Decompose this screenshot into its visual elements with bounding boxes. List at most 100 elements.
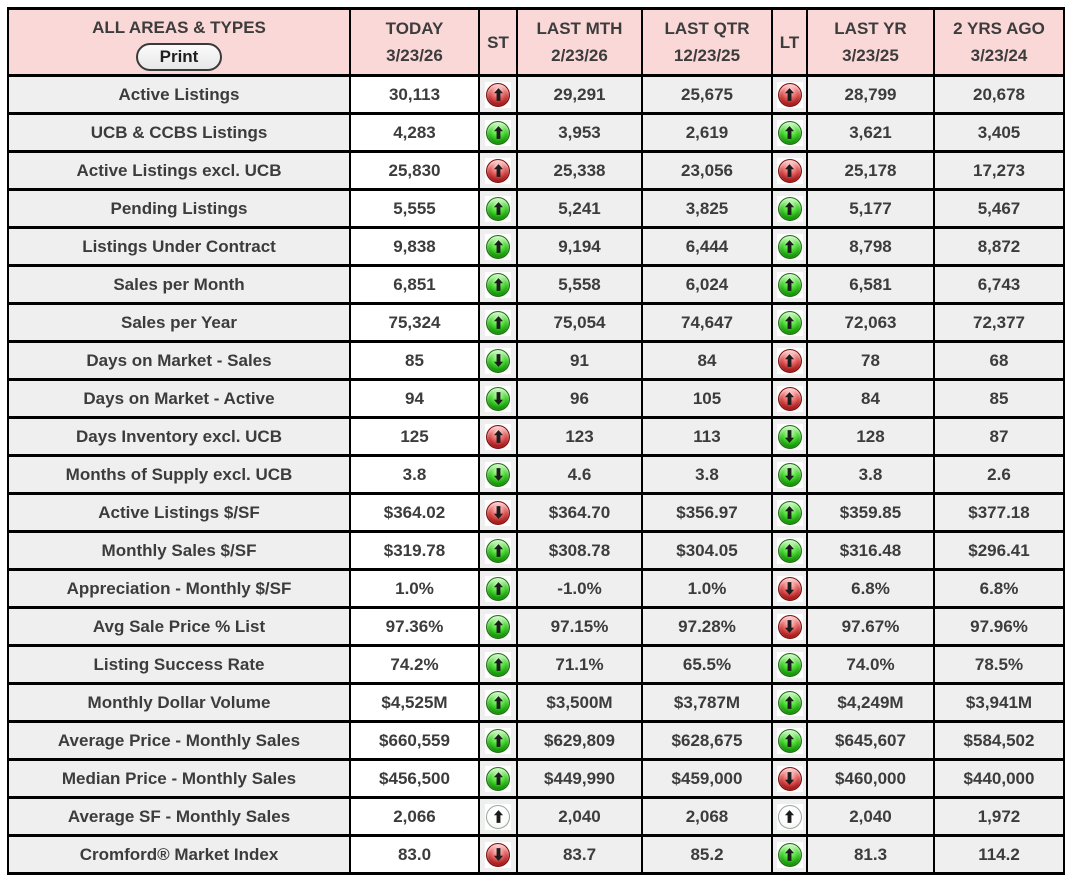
up-arrow-icon [486, 82, 510, 107]
metric-label: Listing Success Rate [93, 654, 265, 674]
arrow-icon-frame [776, 271, 803, 298]
last-qtr-value: 3.8 [695, 464, 719, 484]
table-row: UCB & CCBS Listings 4,283 3,953 2,619 3,… [7, 112, 1065, 153]
lt-indicator-cell [771, 112, 808, 153]
last-yr-value-cell: $4,249M [806, 682, 935, 723]
last-yr-value-cell: 81.3 [806, 834, 935, 875]
last-yr-value: 81.3 [853, 844, 888, 864]
up-arrow-icon [777, 196, 802, 221]
arrow-icon-frame [485, 613, 511, 640]
st-indicator-cell [478, 720, 518, 761]
2-yrs-ago-value: 2.6 [987, 464, 1011, 484]
today-value: $456,500 [379, 768, 450, 788]
arrow-icon-frame [485, 347, 511, 374]
last-qtr-value-cell: $3,787M [641, 682, 773, 723]
arrow-icon-frame [776, 651, 803, 678]
print-button[interactable]: Print [135, 42, 223, 71]
up-arrow-icon [777, 538, 802, 563]
last-mth-value-cell: 2,040 [516, 796, 643, 837]
last-qtr-value: 3,825 [685, 198, 729, 218]
last-qtr-value: 2,068 [685, 806, 729, 826]
arrow-icon-frame [776, 803, 803, 830]
market-summary-table: ALL AREAS & TYPES Print TODAY 3/23/26 ST… [7, 7, 1065, 875]
last-yr-value-cell: 6,581 [806, 264, 935, 305]
up-arrow-icon [486, 158, 510, 183]
lt-indicator-cell [771, 340, 808, 381]
st-indicator-cell [478, 682, 518, 723]
last-yr-value-cell: 97.67% [806, 606, 935, 647]
last-mth-value: 9,194 [558, 236, 601, 256]
arrow-icon-frame [485, 727, 511, 754]
last-yr-value-cell: 78 [806, 340, 935, 381]
lt-indicator-cell [771, 416, 808, 457]
lt-indicator-cell [771, 378, 808, 419]
last-mth-value: $3,500M [546, 692, 613, 712]
2-yrs-ago-value-cell: 6,743 [933, 264, 1065, 305]
arrow-icon-frame [776, 119, 803, 146]
2-yrs-ago-value: $3,941M [965, 692, 1033, 712]
last-mth-value: 123 [565, 426, 594, 446]
last-mth-value-cell: 75,054 [516, 302, 643, 343]
arrow-icon-frame [776, 81, 803, 108]
arrow-icon-frame [485, 803, 511, 830]
last-mth-value-cell: $629,809 [516, 720, 643, 761]
last-mth-value: 25,338 [553, 160, 606, 180]
last-qtr-value: 105 [692, 388, 722, 408]
table-body: Active Listings 30,113 29,291 25,675 28,… [7, 74, 1065, 875]
metric-label-cell: Sales per Month [7, 264, 351, 305]
arrow-icon-frame [485, 461, 511, 488]
lt-indicator-cell [771, 226, 808, 267]
2-yrs-ago-value: 68 [989, 350, 1009, 370]
last-qtr-value-cell: 85.2 [641, 834, 773, 875]
st-indicator-cell [478, 796, 518, 837]
lt-indicator-cell [771, 796, 808, 837]
metric-label: Active Listings $/SF [98, 502, 260, 522]
2-yrs-ago-value-cell: $377.18 [933, 492, 1065, 533]
arrow-icon-frame [485, 841, 511, 868]
lt-indicator-cell [771, 720, 808, 761]
table-row: Days Inventory excl. UCB 125 123 113 128… [7, 416, 1065, 457]
col-date: 3/23/24 [970, 46, 1028, 65]
last-yr-value: 28,799 [844, 84, 897, 104]
st-indicator-cell [478, 188, 518, 229]
today-value-cell: 3.8 [349, 454, 480, 495]
table-row: Days on Market - Active 94 96 105 84 85 [7, 378, 1065, 419]
last-yr-value-cell: $316.48 [806, 530, 935, 571]
today-value-cell: 74.2% [349, 644, 480, 685]
up-arrow-icon [486, 272, 510, 297]
last-qtr-value: $304.05 [676, 540, 738, 560]
last-qtr-value-cell: $459,000 [641, 758, 773, 799]
up-arrow-icon [486, 652, 510, 677]
table-row: Active Listings $/SF $364.02 $364.70 $35… [7, 492, 1065, 533]
col-header-last-yr: LAST YR 3/23/25 [806, 7, 935, 77]
today-value: 1.0% [395, 578, 434, 598]
metric-label-cell: Listing Success Rate [7, 644, 351, 685]
last-qtr-value: 1.0% [687, 578, 727, 598]
arrow-icon-frame [776, 233, 803, 260]
2-yrs-ago-value: 114.2 [978, 844, 1020, 864]
today-value: 74.2% [390, 654, 439, 674]
lt-indicator-cell [771, 74, 808, 115]
2-yrs-ago-value: 3,405 [977, 122, 1021, 142]
last-qtr-value-cell: 6,024 [641, 264, 773, 305]
today-value-cell: 75,324 [349, 302, 480, 343]
last-yr-value: 3.8 [858, 464, 883, 484]
last-yr-value: $4,249M [837, 692, 904, 712]
table-row: Avg Sale Price % List 97.36% 97.15% 97.2… [7, 606, 1065, 647]
up-arrow-icon [777, 310, 802, 335]
st-indicator-cell [478, 340, 518, 381]
2-yrs-ago-value-cell: 68 [933, 340, 1065, 381]
up-arrow-icon [777, 386, 802, 411]
lt-indicator-cell [771, 644, 808, 685]
last-yr-value: $645,607 [835, 730, 906, 750]
col-label: LAST YR [834, 19, 907, 38]
table-row: Listings Under Contract 9,838 9,194 6,44… [7, 226, 1065, 267]
last-mth-value: 75,054 [553, 312, 606, 332]
last-qtr-value: 23,056 [681, 160, 733, 180]
up-arrow-icon [486, 424, 510, 449]
up-arrow-icon [777, 158, 802, 183]
metric-label-cell: Average SF - Monthly Sales [7, 796, 351, 837]
metric-label-cell: Monthly Sales $/SF [7, 530, 351, 571]
lt-indicator-cell [771, 834, 808, 875]
table-row: Pending Listings 5,555 5,241 3,825 5,177… [7, 188, 1065, 229]
